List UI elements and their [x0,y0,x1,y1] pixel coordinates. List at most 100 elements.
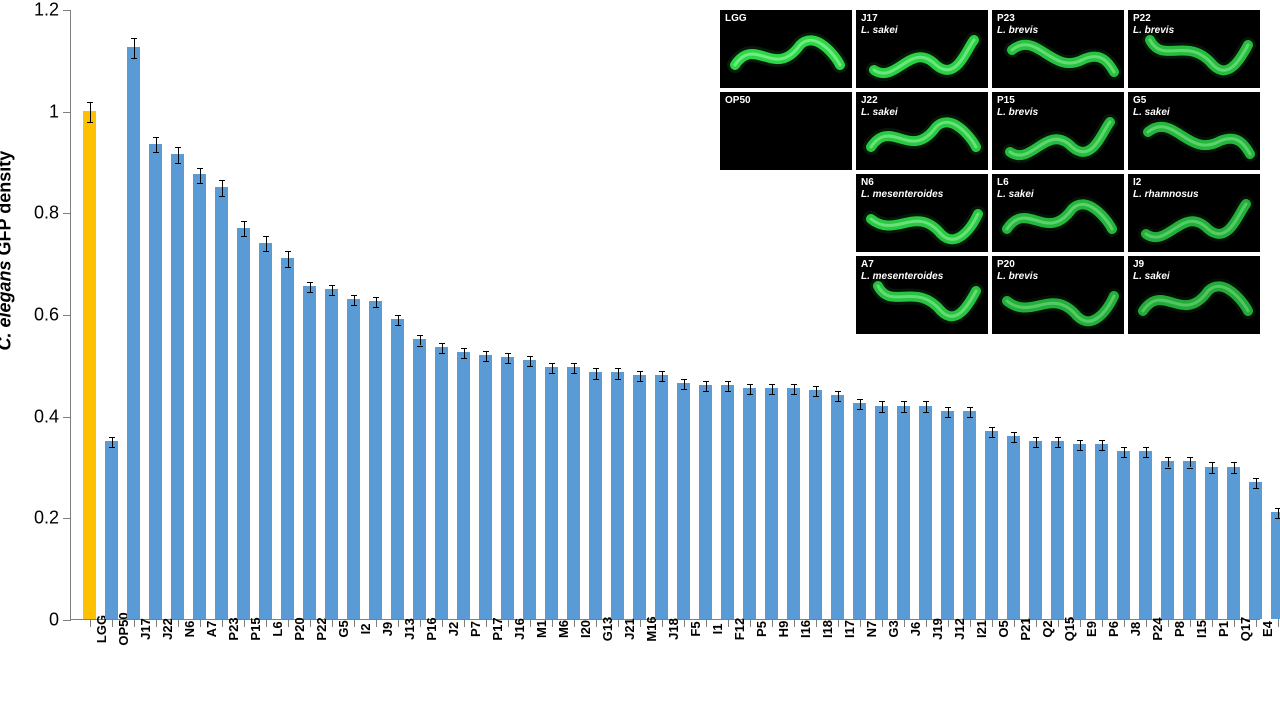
x-tick-label: J18 [666,618,681,640]
x-tick-label: M16 [644,616,659,641]
y-tick-label: 0 [49,610,59,631]
y-tick-label: 1 [49,101,59,122]
error-cap [791,394,797,395]
x-tick-label: J2 [446,622,461,636]
error-cap [109,437,115,438]
x-tick [860,619,861,627]
bar [1227,467,1240,620]
x-tick [200,619,201,627]
error-bar [1190,457,1191,467]
error-cap [197,168,203,169]
x-tick-label: I20 [578,620,593,638]
x-tick-label: O5 [996,620,1011,637]
x-tick-label: G5 [336,620,351,637]
bar [457,352,470,619]
error-bar [1256,478,1257,488]
x-tick-label: N7 [864,621,879,638]
thumbnail-id: P22 [1133,13,1151,24]
error-bar [1124,447,1125,457]
error-cap [593,368,599,369]
x-tick [948,619,949,627]
error-bar [266,236,267,251]
error-cap [835,401,841,402]
error-bar [486,351,487,361]
error-bar [156,137,157,152]
thumbnail: J17L. sakei [856,10,988,88]
x-tick-label: F12 [732,618,747,640]
error-cap [747,394,753,395]
error-cap [241,236,247,237]
x-tick [244,619,245,627]
bar [611,372,624,619]
x-tick-label: P5 [754,621,769,637]
bar [479,355,492,619]
error-cap [417,346,423,347]
error-bar [1234,462,1235,472]
thumbnail: L6L. sakei [992,174,1124,252]
error-cap [1121,447,1127,448]
thumbnail-label: P15L. brevis [997,95,1038,119]
error-cap [1187,457,1193,458]
error-cap [1011,432,1017,433]
bar [787,388,800,619]
bar [985,431,998,619]
bar [325,289,338,619]
x-tick-label: E9 [1084,621,1099,637]
error-bar [1014,432,1015,442]
bar [259,243,272,619]
error-cap [1275,518,1280,519]
error-cap [1253,478,1259,479]
thumbnail: A7L. mesenteroides [856,256,988,334]
thumbnail-id: LGG [725,13,747,24]
thumbnail-species: L. brevis [997,271,1038,283]
y-tick-label: 0.4 [34,406,59,427]
x-tick-label: J21 [622,618,637,640]
x-tick [266,619,267,627]
x-tick [1058,619,1059,627]
x-tick-label: G13 [600,617,615,642]
x-tick-label: I21 [974,620,989,638]
bar [281,258,294,619]
bar [919,406,932,620]
x-tick-label: A7 [204,621,219,638]
x-tick-label: J8 [1128,622,1143,636]
bar [677,383,690,619]
error-bar [90,102,91,122]
error-cap [87,122,93,123]
thumbnail: P20L. brevis [992,256,1124,334]
x-tick-label: Q17 [1238,617,1253,642]
error-cap [527,356,533,357]
x-tick-label: J6 [908,622,923,636]
error-bar [882,401,883,411]
bar [1095,444,1108,619]
error-cap [1165,457,1171,458]
x-tick [222,619,223,627]
bar [369,301,382,619]
x-tick [1146,619,1147,627]
error-bar [1036,437,1037,447]
error-cap [593,379,599,380]
error-cap [725,381,731,382]
bar [237,228,250,619]
y-tick-label: 1.2 [34,0,59,21]
x-tick-label: M6 [556,620,571,638]
error-cap [1187,468,1193,469]
error-bar [838,391,839,401]
thumbnail: J9L. sakei [1128,256,1260,334]
error-cap [879,401,885,402]
bar [391,319,404,619]
error-cap [131,58,137,59]
error-bar [618,368,619,378]
error-cap [659,381,665,382]
y-tick-label: 0.8 [34,203,59,224]
x-tick-label: G3 [886,620,901,637]
error-cap [681,389,687,390]
error-bar [684,379,685,389]
thumbnail: I2L. rhamnosus [1128,174,1260,252]
bar [721,385,734,619]
error-cap [967,407,973,408]
x-tick-label: P22 [314,617,329,640]
error-bar [992,427,993,437]
x-tick [376,619,377,627]
error-bar [574,363,575,373]
